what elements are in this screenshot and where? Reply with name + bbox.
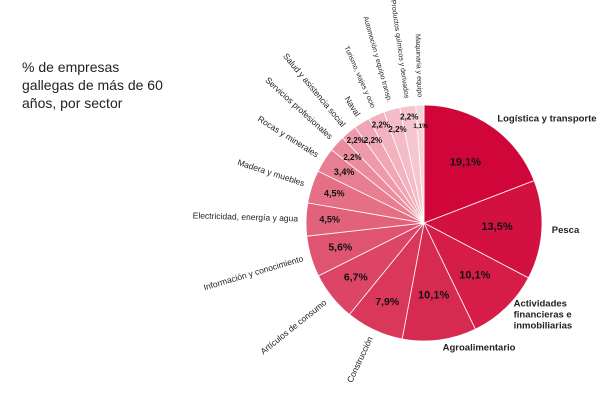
pie-slice-logistica-y-transporte (423, 104, 535, 224)
category-label-maquinaria-y-equipo: Maquinaria y equipo (414, 34, 423, 97)
value-label-pesca: 13,5% (481, 221, 512, 233)
value-label-electricidad-energia-y-agua: 4,5% (319, 215, 340, 225)
value-label-productos-quimicos-y-derivados: 2,2% (400, 112, 418, 121)
value-label-rocas-y-minerales: 3,4% (334, 167, 355, 177)
category-label-informacion-y-conocimiento: Información y conocimiento (202, 253, 304, 292)
value-label-madera-y-muebles: 4,5% (324, 188, 345, 198)
value-label-actividades-financieras-e-inmobiliarias: 10,1% (459, 269, 490, 281)
chart-title: % de empresas gallegas de más de 60 años… (22, 59, 163, 111)
value-label-automocion-y-equipo-transp: 2,2% (388, 125, 406, 134)
value-label-salud-y-asistencia-social: 2,2% (347, 136, 365, 145)
category-label-construccion: Construcción (345, 335, 375, 384)
value-label-agroalimentario: 10,1% (418, 289, 449, 301)
pie-slices (305, 104, 543, 342)
category-label-naval: Naval (343, 94, 363, 118)
pie-slice-agroalimentario (401, 221, 476, 342)
value-label-servicios-profesionales: 2,2% (343, 153, 361, 162)
value-label-articulos-de-consumo: 6,7% (344, 271, 369, 283)
category-label-agroalimentario: Agroalimentario (443, 342, 516, 353)
category-label-articulos-de-consumo: Artículos de consumo (258, 297, 328, 356)
value-label-construccion: 7,9% (375, 296, 400, 308)
pie-slice-maquinaria-y-equipo (415, 104, 425, 224)
value-label-informacion-y-conocimiento: 5,6% (328, 242, 353, 254)
category-label-productos-quimicos-y-derivados: Productos químicos y derivados (389, 0, 410, 99)
pie-slice-actividades-financieras-e-inmobiliarias (423, 222, 530, 330)
category-label-logistica-y-transporte: Logística y transporte (497, 114, 596, 125)
category-label-madera-y-muebles: Madera y muebles (236, 157, 306, 188)
value-label-maquinaria-y-equipo: 1,1% (413, 123, 428, 130)
category-label-pesca: Pesca (552, 225, 580, 236)
value-label-logistica-y-transporte: 19,1% (450, 157, 481, 169)
value-label-turismo-viajes-y-ocio: 2,2% (372, 120, 390, 129)
category-label-actividades-financieras-e-inmobiliarias: Actividades financieras e inmobiliarias (514, 298, 573, 331)
category-label-electricidad-energia-y-agua: Electricidad, energía y agua (193, 210, 299, 223)
slice-value-labels: 19,1% 13,5% 10,1% 10,1% 7,9% 6,7% 5,6% 4,5% 4,5%… (319, 112, 512, 308)
pie-slice-pesca (423, 180, 543, 279)
value-label-naval: 2,2% (364, 136, 382, 145)
